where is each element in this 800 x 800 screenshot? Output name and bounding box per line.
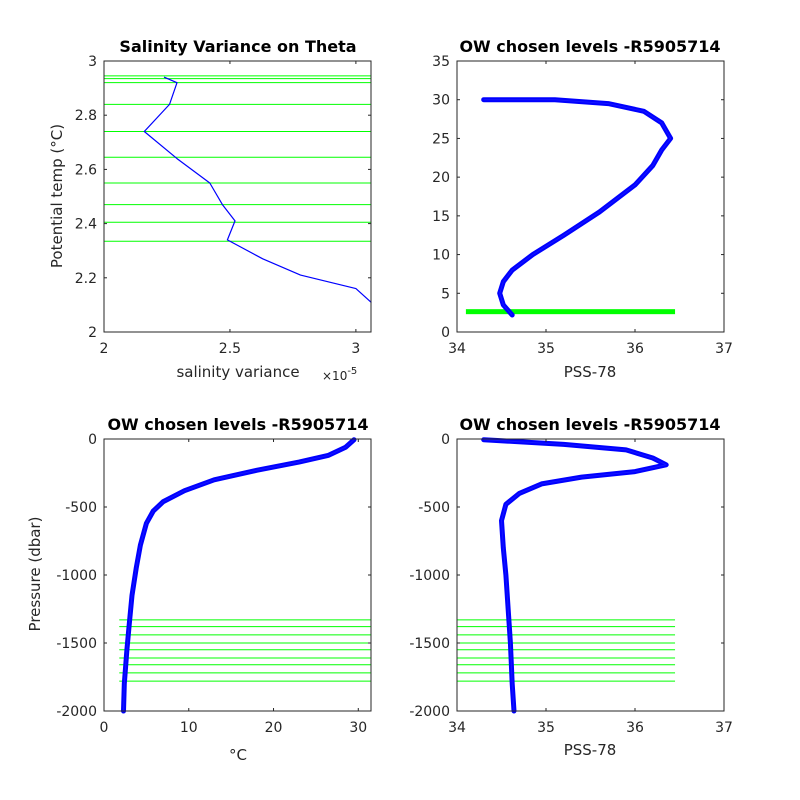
chart3-axes: 0 10 20 30 -2000 -1500 -1000 -500 0 xyxy=(56,432,372,736)
chart1-x-tick-label: 2 xyxy=(100,341,109,357)
chart3-y-tick-label: -500 xyxy=(65,500,97,516)
chart1-frame xyxy=(103,60,372,333)
chart3-x-tick-label: 20 xyxy=(265,720,283,736)
chart2-axes: 34 35 36 37 0 5 10 15 20 25 30 35 xyxy=(432,54,733,357)
chart2-y-tick-label: 10 xyxy=(432,248,450,264)
chart4-x-tick-label: 37 xyxy=(715,720,733,736)
chart2-y-tick-label: 20 xyxy=(432,170,450,186)
chart1-plot-area xyxy=(104,61,371,332)
chart2-x-tick-label: 37 xyxy=(715,341,733,357)
chart4-series-line-highlight xyxy=(483,439,667,712)
chart3-plot-area xyxy=(104,439,371,711)
chart1-x-tick-label: 2.5 xyxy=(219,341,241,357)
chart3-y-tick-label: -1500 xyxy=(56,636,97,652)
chart2-x-tick-label: 35 xyxy=(537,341,555,357)
chart4-title: OW chosen levels -R5905714 xyxy=(459,415,720,434)
chart2-x-tick-label: 34 xyxy=(448,341,466,357)
chart3-x-tick-label: 30 xyxy=(349,720,367,736)
chart2-series-line-highlight xyxy=(483,99,672,316)
chart2-y-tick-label: 30 xyxy=(432,93,450,109)
chart2-y-tick-label: 25 xyxy=(432,131,450,147)
chart3-xlabel: °C xyxy=(229,746,247,764)
chart4-y-tick-label: -1000 xyxy=(409,568,450,584)
chart4-y-tick-label: -2000 xyxy=(409,704,450,720)
chart3-x-tick-label: 10 xyxy=(180,720,198,736)
chart4-y-tick-label: -1500 xyxy=(409,636,450,652)
chart3-ylabel: Pressure (dbar) xyxy=(26,517,44,632)
chart1-x-exponent-power: -5 xyxy=(347,366,357,377)
chart3-series-line-highlight xyxy=(123,439,355,712)
chart1-axes: 2 2.5 3 2 2.2 2.4 2.6 2.8 3 xyxy=(75,54,372,357)
chart1-y-tick-label: 2.8 xyxy=(75,108,97,124)
chart1-xlabel: salinity variance xyxy=(176,363,299,381)
chart2-xlabel: PSS-78 xyxy=(564,363,617,381)
chart3-y-tick-label: -2000 xyxy=(56,704,97,720)
chart3-y-tick-label: -1000 xyxy=(56,568,97,584)
chart4-axes: 34 35 36 37 -2000 -1500 -1000 -500 0 xyxy=(409,432,733,736)
chart3-title: OW chosen levels -R5905714 xyxy=(107,415,368,434)
chart1-y-tick-label: 2 xyxy=(88,325,97,341)
chart3-x-tick-label: 0 xyxy=(100,720,109,736)
chart2-frame xyxy=(456,60,725,333)
chart2-y-tick-label: 35 xyxy=(432,54,450,70)
chart1-y-tick-label: 2.6 xyxy=(75,162,97,178)
chart4-x-tick-label: 35 xyxy=(537,720,555,736)
chart2-x-tick-label: 36 xyxy=(626,341,644,357)
chart2-level-band xyxy=(465,309,676,315)
chart4-y-tick-label: -500 xyxy=(418,500,450,516)
chart1-x-exponent: ×10-5 xyxy=(322,366,357,383)
chart1-y-tick-label: 2.2 xyxy=(75,271,97,287)
chart1-y-tick-label: 3 xyxy=(88,54,97,70)
chart4-x-tick-label: 34 xyxy=(448,720,466,736)
chart4-plot-area xyxy=(457,439,724,711)
chart2-title: OW chosen levels -R5905714 xyxy=(459,37,720,56)
chart1-title: Salinity Variance on Theta xyxy=(119,37,356,56)
chart4-x-tick-label: 36 xyxy=(626,720,644,736)
chart1-x-tick-label: 3 xyxy=(351,341,360,357)
chart1-series-line xyxy=(143,76,372,303)
chart1-y-tick-label: 2.4 xyxy=(75,217,97,233)
chart3-y-tick-label: 0 xyxy=(88,432,97,448)
chart1-ylabel: Potential temp (°C) xyxy=(48,124,66,268)
chart2-y-tick-label: 5 xyxy=(441,286,450,302)
chart2-y-tick-label: 0 xyxy=(441,325,450,341)
chart1-x-exponent-base: ×10 xyxy=(322,369,347,383)
chart4-y-tick-label: 0 xyxy=(441,432,450,448)
chart4-xlabel: PSS-78 xyxy=(564,741,617,759)
chart2-y-tick-label: 15 xyxy=(432,209,450,225)
